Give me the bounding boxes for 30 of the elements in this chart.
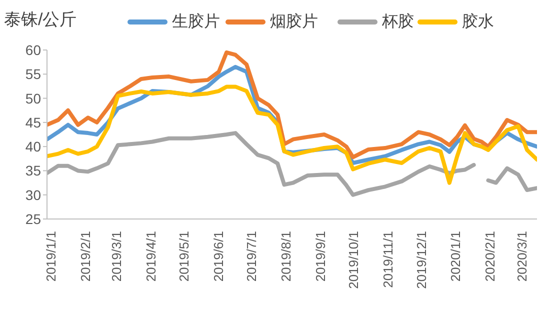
x-tick-label: 2020/1/1 bbox=[448, 231, 464, 282]
y-tick-label: 45 bbox=[25, 114, 42, 130]
x-tick-label: 2019/5/1 bbox=[176, 231, 192, 282]
y-tick-label: 50 bbox=[25, 90, 42, 106]
y-axis-title: 泰铢/公斤 bbox=[4, 9, 77, 31]
x-tick-label: 2019/1/1 bbox=[44, 231, 58, 282]
x-tick-label: 2019/10/1 bbox=[346, 231, 362, 289]
line-series bbox=[47, 50, 537, 160]
legend-label: 烟胶片 bbox=[270, 12, 318, 30]
y-tick-label: 40 bbox=[25, 138, 42, 155]
y-tick-label: 30 bbox=[25, 186, 42, 203]
y-tick-label: 60 bbox=[25, 42, 42, 58]
legend-label: 胶水 bbox=[462, 12, 494, 30]
x-tick-label: 2019/3/1 bbox=[108, 231, 124, 282]
x-tick-label: 2020/3/1 bbox=[514, 231, 530, 282]
x-tick-label: 2019/9/1 bbox=[312, 231, 328, 282]
x-tick-label: 2019/2/1 bbox=[78, 231, 93, 282]
line-series bbox=[47, 84, 537, 185]
y-tick-label: 55 bbox=[25, 66, 42, 82]
x-tick-label: 2020/2/1 bbox=[482, 231, 498, 282]
x-tick-label: 2019/12/1 bbox=[414, 231, 429, 289]
x-tick-label: 2019/6/1 bbox=[210, 231, 226, 282]
y-tick-label: 35 bbox=[25, 162, 42, 179]
x-tick-label: 2019/8/1 bbox=[278, 231, 294, 282]
x-tick-label: 2019/11/1 bbox=[380, 231, 396, 288]
x-tick-label: 2019/4/1 bbox=[143, 231, 158, 282]
legend-label: 杯胶 bbox=[381, 12, 414, 30]
y-tick-label: 25 bbox=[25, 210, 42, 227]
x-tick-label: 2019/7/1 bbox=[244, 231, 260, 282]
legend-label: 生胶片 bbox=[172, 12, 220, 30]
